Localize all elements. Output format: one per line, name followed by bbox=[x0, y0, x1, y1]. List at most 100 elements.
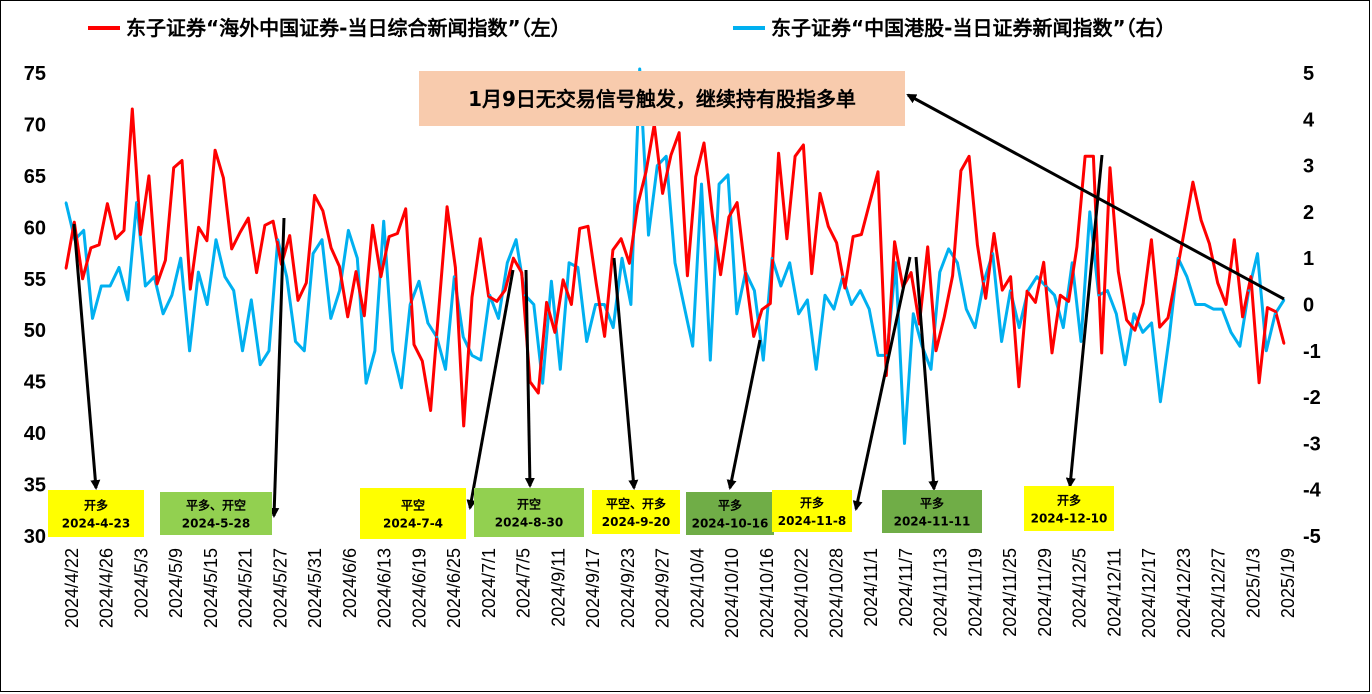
data-point-left bbox=[984, 297, 987, 300]
data-point-left bbox=[106, 202, 109, 205]
data-point-left bbox=[1050, 351, 1054, 355]
data-point-left bbox=[1224, 303, 1228, 306]
x-tick-label: 2024/5/21 bbox=[236, 548, 256, 628]
y-left-tick-label: 45 bbox=[24, 372, 46, 394]
data-point-right bbox=[135, 201, 138, 204]
data-point-right bbox=[938, 270, 941, 274]
data-point-left bbox=[727, 215, 731, 219]
x-tick-label: 2024/4/22 bbox=[62, 548, 82, 628]
data-point-left bbox=[1175, 273, 1178, 276]
data-point-right bbox=[956, 261, 959, 264]
data-point-left bbox=[1141, 302, 1145, 305]
data-point-right bbox=[161, 312, 165, 315]
x-tick-label: 2024/9/27 bbox=[653, 548, 673, 628]
data-point-left bbox=[329, 246, 333, 250]
data-point-left bbox=[379, 275, 383, 278]
y-right-tick-label: 3 bbox=[1303, 156, 1314, 178]
data-point-left bbox=[147, 174, 151, 178]
data-point-left bbox=[810, 272, 813, 275]
x-tick-label: 2024/4/26 bbox=[97, 548, 117, 628]
data-point-right bbox=[426, 321, 430, 325]
y-left-tick-label: 60 bbox=[24, 217, 46, 239]
data-point-left bbox=[1158, 325, 1161, 329]
data-point-right bbox=[444, 368, 447, 371]
data-point-left bbox=[868, 201, 871, 204]
data-point-left bbox=[785, 237, 789, 240]
data-point-left bbox=[744, 271, 747, 274]
x-tick-label: 2024/10/10 bbox=[722, 548, 742, 638]
data-point-right bbox=[1238, 345, 1242, 348]
signal-box bbox=[360, 488, 466, 539]
y-right-tick-label: 2 bbox=[1303, 202, 1314, 224]
x-tick-label: 2024/6/6 bbox=[340, 548, 360, 618]
y-left-tick-label: 30 bbox=[24, 526, 46, 548]
data-point-left bbox=[81, 277, 84, 280]
data-point-right bbox=[912, 312, 915, 315]
y-left-tick-label: 40 bbox=[24, 423, 46, 445]
data-point-left bbox=[967, 155, 971, 158]
data-point-left bbox=[288, 234, 291, 237]
x-tick-label: 2024/12/5 bbox=[1070, 548, 1090, 628]
signal-arrow bbox=[726, 339, 762, 490]
data-point-left bbox=[263, 224, 267, 227]
data-point-left bbox=[172, 166, 175, 169]
data-point-right bbox=[267, 349, 271, 352]
x-tick-label: 2024/9/17 bbox=[583, 548, 603, 628]
data-point-left bbox=[1001, 288, 1004, 292]
data-point-right bbox=[567, 261, 571, 264]
data-point-right bbox=[603, 303, 606, 306]
data-point-right bbox=[717, 182, 721, 186]
y-left-tick-label: 75 bbox=[24, 63, 46, 85]
data-point-right bbox=[1035, 275, 1039, 278]
data-point-left bbox=[1092, 155, 1095, 158]
data-point-left bbox=[503, 288, 507, 292]
data-point-left bbox=[752, 335, 755, 338]
data-point-left bbox=[487, 295, 490, 298]
data-point-right bbox=[206, 303, 209, 306]
data-point-right bbox=[179, 257, 182, 260]
x-tick-label: 2024/10/22 bbox=[792, 548, 812, 638]
data-point-left bbox=[636, 203, 639, 206]
data-point-right bbox=[214, 238, 218, 241]
data-point-left bbox=[238, 231, 242, 234]
data-point-left bbox=[421, 359, 424, 363]
signal-arrow bbox=[612, 257, 639, 490]
main-note: 1月9日无交易信号触发，继续持有股指多单 bbox=[419, 71, 905, 126]
data-point-right bbox=[894, 261, 897, 264]
x-tick-label: 2025/1/3 bbox=[1243, 548, 1263, 618]
data-point-right bbox=[832, 307, 836, 311]
data-point-left bbox=[1025, 289, 1029, 293]
data-point-left bbox=[479, 237, 482, 240]
data-point-right bbox=[197, 270, 200, 274]
data-point-left bbox=[893, 240, 896, 243]
y-right-tick-label: -1 bbox=[1303, 341, 1321, 363]
data-point-right bbox=[594, 303, 597, 306]
data-point-left bbox=[97, 243, 101, 246]
data-point-left bbox=[73, 221, 76, 224]
data-point-right bbox=[356, 257, 359, 260]
data-point-right bbox=[797, 312, 800, 315]
signal-arrow bbox=[269, 217, 286, 518]
data-point-left bbox=[760, 308, 764, 311]
data-point-right bbox=[1212, 307, 1215, 311]
x-tick-label: 2024/10/16 bbox=[757, 548, 777, 638]
y-right-tick-label: -2 bbox=[1303, 387, 1321, 409]
data-point-left bbox=[1199, 218, 1203, 222]
data-point-left bbox=[1183, 228, 1186, 231]
data-point-left bbox=[578, 227, 581, 230]
data-point-left bbox=[1017, 385, 1021, 388]
x-tick-label: 2024/5/9 bbox=[166, 548, 186, 618]
data-point-right bbox=[153, 275, 156, 278]
y-right-tick-label: -4 bbox=[1303, 480, 1322, 502]
data-point-right bbox=[514, 238, 518, 241]
x-tick-label: 2024/11/7 bbox=[896, 548, 916, 627]
data-point-right bbox=[497, 317, 500, 320]
data-point-right bbox=[585, 340, 588, 343]
signal-boxes: 开多 2024-4-23 平多、开空 2024-5-28 平空 2024-7-4 开空 202… bbox=[48, 486, 1114, 539]
data-point-right bbox=[965, 307, 968, 311]
signal-arrow bbox=[906, 93, 1285, 301]
data-point-right bbox=[559, 368, 562, 371]
data-point-right bbox=[735, 312, 738, 315]
data-point-right bbox=[1159, 400, 1162, 403]
data-point-right bbox=[612, 326, 615, 329]
